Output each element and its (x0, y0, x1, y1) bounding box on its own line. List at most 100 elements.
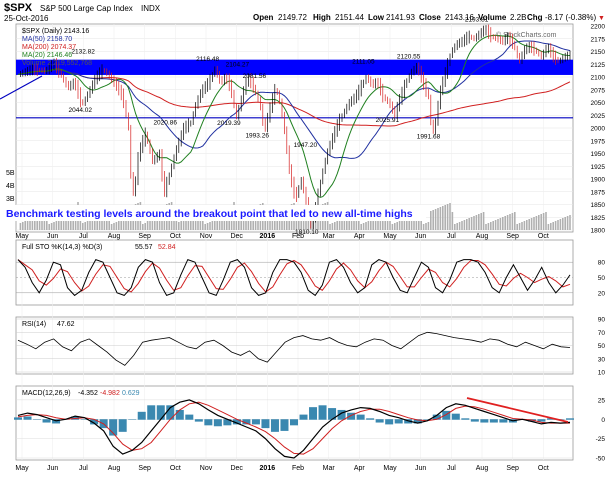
month-label-top: Jun (415, 233, 426, 240)
month-label-bottom: Oct (170, 465, 181, 472)
macd-hist-bar (442, 410, 451, 420)
month-label-top: 2016 (260, 233, 276, 240)
down-arrow-icon: ▼ (598, 15, 605, 22)
macd-hist-bar (251, 419, 260, 425)
macd-hist-bar (480, 419, 489, 423)
rsi-tick-label: 70 (598, 330, 606, 337)
macd-hist-bar (451, 413, 460, 420)
trend-arrow-line (0, 75, 43, 100)
macd-hist-bar (166, 405, 175, 420)
sto-tick-label: 80 (598, 260, 606, 267)
macd-hist-bar (366, 418, 375, 420)
high-value: 2151.44 (335, 13, 364, 22)
month-label-bottom: Jun (415, 465, 426, 472)
price-candles (20, 24, 571, 230)
month-label-bottom: Nov (200, 465, 213, 472)
index-name: S&P 500 Large Cap Index (40, 4, 133, 13)
volume-tick: 3B (6, 196, 15, 203)
rsi-tick-label: 10 (598, 370, 606, 377)
month-label-top: Apr (354, 233, 366, 240)
month-label-bottom: Dec (230, 465, 243, 472)
low-label: Low (368, 13, 385, 22)
sto-panel-frame (15, 239, 574, 306)
price-tick-label: 2100 (591, 75, 606, 82)
price-tick-label: 2150 (591, 49, 606, 56)
price-tick-label: 1800 (591, 228, 606, 235)
macd-histogram (14, 405, 574, 436)
macd-hist-bar (499, 419, 508, 423)
macd-hist-bar (261, 419, 270, 429)
month-label-bottom: Aug (476, 465, 489, 472)
month-label-bottom: Oct (538, 465, 549, 472)
macd-hist-bar (223, 419, 232, 426)
month-label-bottom: Sep (138, 465, 151, 472)
month-label-bottom: Apr (354, 465, 366, 472)
volume-label: Volume (478, 13, 507, 22)
month-label-bottom: Mar (323, 465, 336, 472)
macd-hist-bar (118, 419, 127, 432)
macd-y-ticks: 25 0 -25 -50 (596, 397, 606, 462)
month-label-top: May (383, 233, 397, 240)
macd-hist-bar (213, 419, 222, 427)
macd-hist-bar (290, 419, 298, 426)
macd-tick-label: 25 (598, 397, 606, 404)
price-tick-label: 2075 (591, 87, 606, 94)
annotation-text: Benchmark testing levels around the brea… (6, 208, 413, 220)
macd-hist-bar (423, 419, 432, 420)
macd-hist-bar (147, 405, 156, 420)
price-tick-label: 1925 (591, 164, 606, 171)
macd-legend: MACD(12,26,9) -4.352 -4.982 0.629 (22, 390, 140, 397)
low-value: 2141.93 (386, 13, 415, 22)
macd-hist-bar (232, 419, 241, 425)
macd-hist-bar (413, 419, 422, 424)
month-label-top: Dec (230, 233, 243, 240)
price-annotation-label: 2020.86 (153, 119, 177, 126)
price-tick-label: 2025 (591, 113, 606, 120)
month-label-bottom: Sep (506, 465, 519, 472)
price-legend: $SPX (Daily) 2143.16 MA(50) 2158.70 MA(2… (22, 28, 92, 67)
volume-tick: 5B (6, 170, 15, 177)
macd-panel-frame (15, 385, 574, 461)
price-annotation-label: 2044.02 (69, 107, 93, 114)
macd-tick-label: 0 (601, 417, 605, 424)
legend-volume: Volume 2,219,552,768 (22, 60, 92, 67)
ma20-line (17, 34, 571, 198)
price-x-axis: May Jun Jul Aug Sep Oct Nov Dec 2016 Feb Mar Apr May… (15, 233, 548, 240)
price-annotation-label: 2081.56 (243, 73, 267, 80)
price-labels: 2132.822044.021867.012020.861871.912116.… (69, 16, 489, 236)
ma200-line (17, 69, 571, 127)
macd-hist-bar (347, 412, 356, 420)
macd-hist-bar (461, 418, 470, 420)
rsi-title: RSI(14) (22, 321, 46, 328)
macd-title: MACD(12,26,9) (22, 390, 71, 397)
macd-hist-bar (432, 414, 441, 420)
month-label-bottom: Aug (108, 465, 121, 472)
sto-legend: Full STO %K(14,3) %D(3) 55.57 52.84 (22, 244, 176, 251)
macd-hist-bar (194, 419, 203, 422)
price-tick-label: 2175 (591, 36, 606, 43)
price-tick-label: 1975 (591, 138, 606, 145)
macd-hist-bar (328, 408, 337, 420)
rsi-line (17, 331, 571, 366)
rsi-tick-label: 50 (598, 343, 606, 350)
macd-hist-bar (14, 417, 22, 420)
macd-hist-bar (80, 419, 89, 420)
macd-divergence-trendline (466, 397, 569, 423)
macd-hist-bar (137, 411, 146, 420)
price-annotation-label: 1947.20 (294, 142, 318, 149)
sto-tick-label: 50 (598, 275, 606, 282)
month-label-bottom: 2016 (260, 465, 276, 472)
month-label-bottom: Jul (447, 465, 456, 472)
signal-value: -4.982 (100, 390, 120, 397)
price-annotation-label: 2120.55 (397, 54, 421, 61)
macd-hist-bar (90, 419, 99, 425)
price-tick-label: 1875 (591, 189, 606, 196)
chg-label: Chg (527, 13, 543, 22)
macd-hist-bar (299, 414, 308, 420)
macd-tick-label: -50 (596, 456, 606, 463)
legend-ma20: MA(20) 2146.46 (22, 52, 72, 59)
rsi-y-ticks: 90 70 50 30 10 (598, 317, 606, 377)
macd-hist-bar (309, 407, 318, 420)
symbol: $SPX (4, 2, 33, 14)
